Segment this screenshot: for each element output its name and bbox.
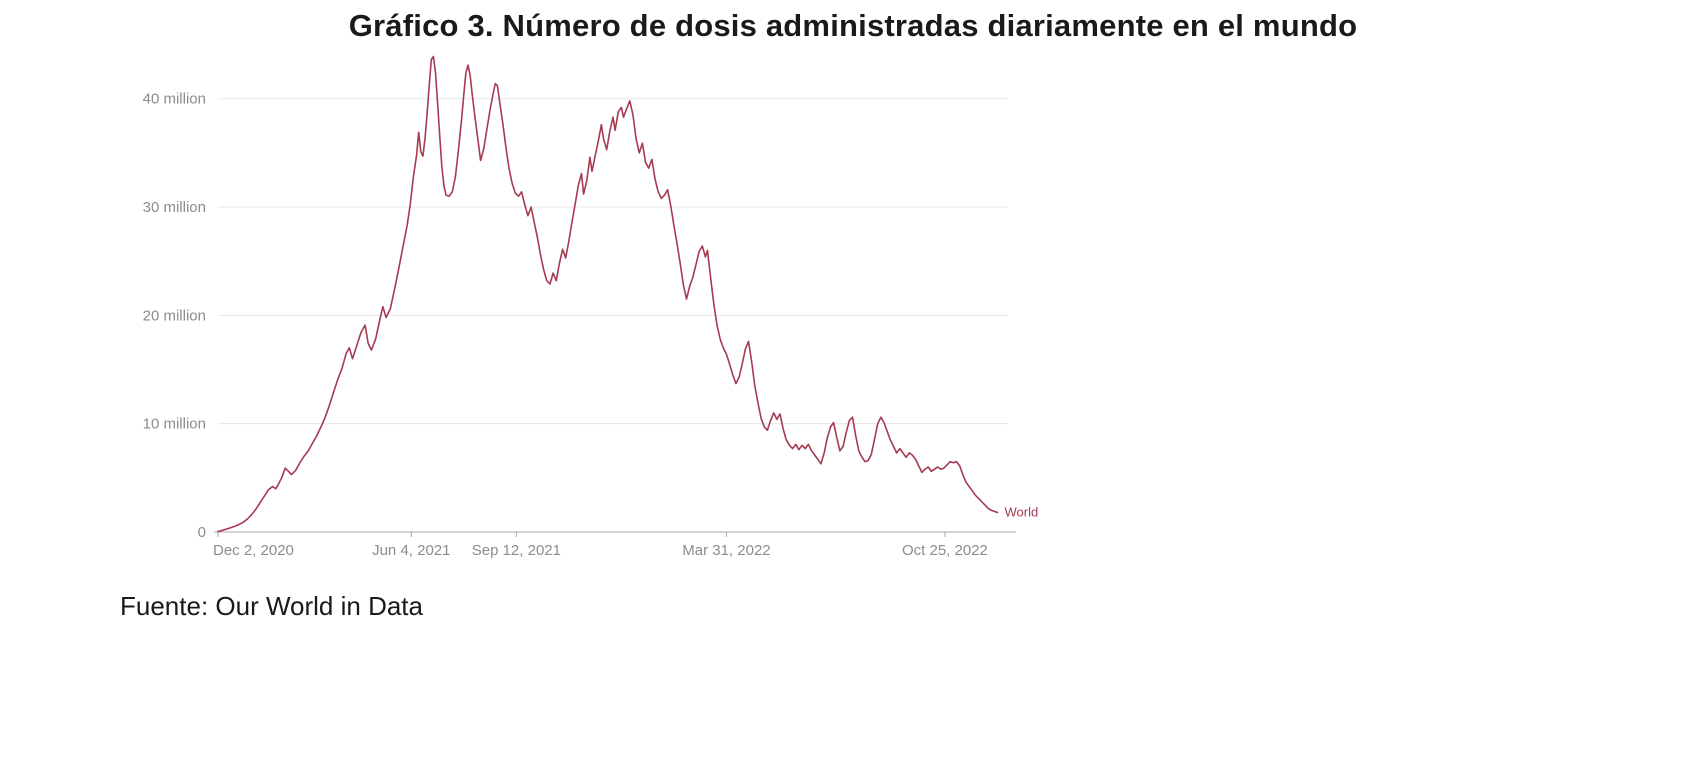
y-axis-tick-label: 0 xyxy=(198,524,206,541)
x-axis-tick-label: Sep 12, 2021 xyxy=(472,542,561,559)
chart-title: Gráfico 3. Número de dosis administradas… xyxy=(348,8,1358,43)
series-end-label: World xyxy=(1004,505,1038,520)
y-axis-tick-label: 20 million xyxy=(143,307,206,324)
line-chart-canvas: 0 10 million 20 million 30 million 40 millio… xyxy=(143,55,1038,559)
x-axis-tick-label: Mar 31, 2022 xyxy=(682,542,770,559)
series-line-world xyxy=(217,55,999,533)
x-axis-tick-label: Oct 25, 2022 xyxy=(902,542,988,559)
y-axis-tick-label: 40 million xyxy=(143,91,206,108)
x-axis-tick-label: Jun 4, 2021 xyxy=(372,542,450,559)
y-axis-tick-label: 10 million xyxy=(143,416,206,433)
x-axis-tick-label: Dec 2, 2020 xyxy=(213,542,294,559)
source-note: Fuente: Our World in Data xyxy=(120,591,423,621)
y-axis-tick-label: 30 million xyxy=(143,199,206,216)
